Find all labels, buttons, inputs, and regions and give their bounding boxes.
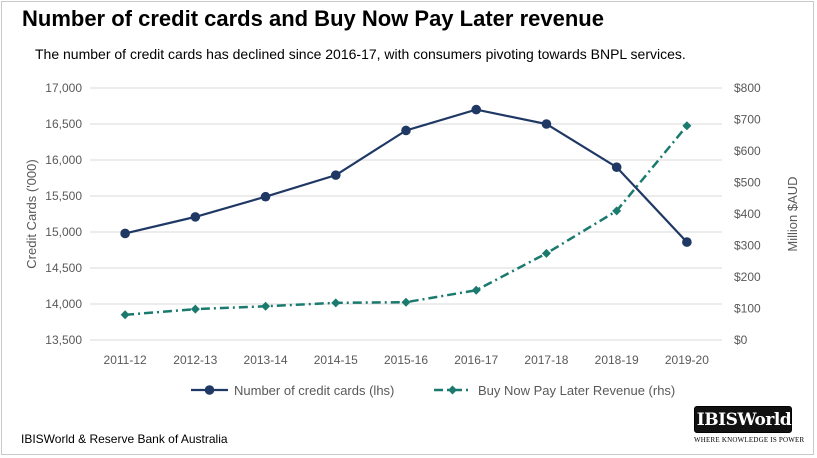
y-right-tick-label: $700 — [734, 113, 761, 127]
credit-card-data-point — [401, 125, 411, 136]
bnpl-data-point — [120, 310, 130, 320]
credit-card-data-point — [471, 104, 482, 115]
credit-card-data-point — [330, 170, 341, 180]
y-left-tick-label: 16,000 — [45, 153, 82, 167]
legend-bnpl-label: Buy Now Pay Later Revenue (rhs) — [478, 383, 675, 398]
series-line-bnpl-revenue — [125, 125, 688, 317]
y-right-tick-label: $300 — [734, 239, 761, 253]
y-left-tick-label: 14,000 — [45, 297, 82, 311]
source-note: IBISWorld & Reserve Bank of Australia — [21, 432, 228, 446]
y-left-tick-label: 17,000 — [45, 81, 82, 95]
x-tick-label: 2017-18 — [524, 353, 568, 367]
bnpl-data-point — [261, 301, 271, 311]
x-tick-label: 2018-19 — [595, 353, 639, 367]
x-tick-label: 2013-14 — [244, 353, 288, 367]
x-tick-label: 2015-16 — [384, 353, 428, 367]
y-right-tick-label: $200 — [734, 270, 761, 284]
y-left-tick-label: 16,500 — [45, 117, 82, 131]
y-right-axis-title: Million $AUD — [785, 176, 800, 251]
x-tick-label: 2011-12 — [104, 353, 147, 367]
y-right-tick-label: $500 — [734, 176, 761, 190]
ibisworld-logo: IBISWorld WHERE KNOWLEDGE IS POWER — [694, 406, 805, 446]
bnpl-data-point — [541, 248, 551, 258]
y-right-tick-label: $800 — [734, 81, 761, 95]
y-left-tick-label: 13,500 — [45, 333, 82, 347]
x-tick-label: 2016-17 — [454, 353, 498, 367]
bnpl-data-point — [471, 285, 481, 295]
credit-card-data-point — [541, 119, 552, 129]
bnpl-data-point — [190, 304, 200, 314]
x-tick-label: 2014-15 — [314, 353, 358, 367]
y-right-tick-label: $100 — [734, 302, 761, 316]
credit-card-data-point — [190, 212, 201, 222]
logo-tagline: WHERE KNOWLEDGE IS POWER — [694, 436, 805, 444]
credit-card-data-point — [260, 191, 271, 202]
bnpl-data-point — [331, 298, 341, 308]
y-left-tick-label: 14,500 — [45, 261, 82, 275]
credit-card-data-point — [682, 237, 692, 247]
logo-badge: IBISWorld — [694, 406, 792, 433]
bnpl-data-point — [612, 206, 622, 216]
y-left-tick-label: 15,500 — [45, 189, 82, 203]
x-tick-label: 2019-20 — [665, 353, 709, 367]
bnpl-data-point — [682, 121, 692, 131]
y-right-tick-label: $400 — [734, 207, 761, 221]
legend-credit-marker — [204, 385, 215, 395]
y-left-tick-label: 15,000 — [45, 225, 82, 239]
y-right-tick-label: $0 — [734, 333, 748, 347]
chart-title: Number of credit cards and Buy Now Pay L… — [22, 6, 604, 31]
x-tick-label: 2012-13 — [173, 353, 217, 367]
credit-card-data-point — [611, 162, 622, 172]
y-right-tick-label: $600 — [734, 144, 761, 158]
y-left-axis-title: Credit Cards ('000) — [24, 159, 39, 268]
legend-bnpl-marker — [448, 385, 457, 395]
credit-card-data-point — [120, 228, 130, 239]
chart-subtitle: The number of credit cards has declined … — [35, 46, 686, 62]
legend-credit-label: Number of credit cards (lhs) — [234, 383, 394, 398]
bnpl-data-point — [401, 297, 411, 307]
logo-wordmark: IBISWorld — [696, 410, 792, 430]
